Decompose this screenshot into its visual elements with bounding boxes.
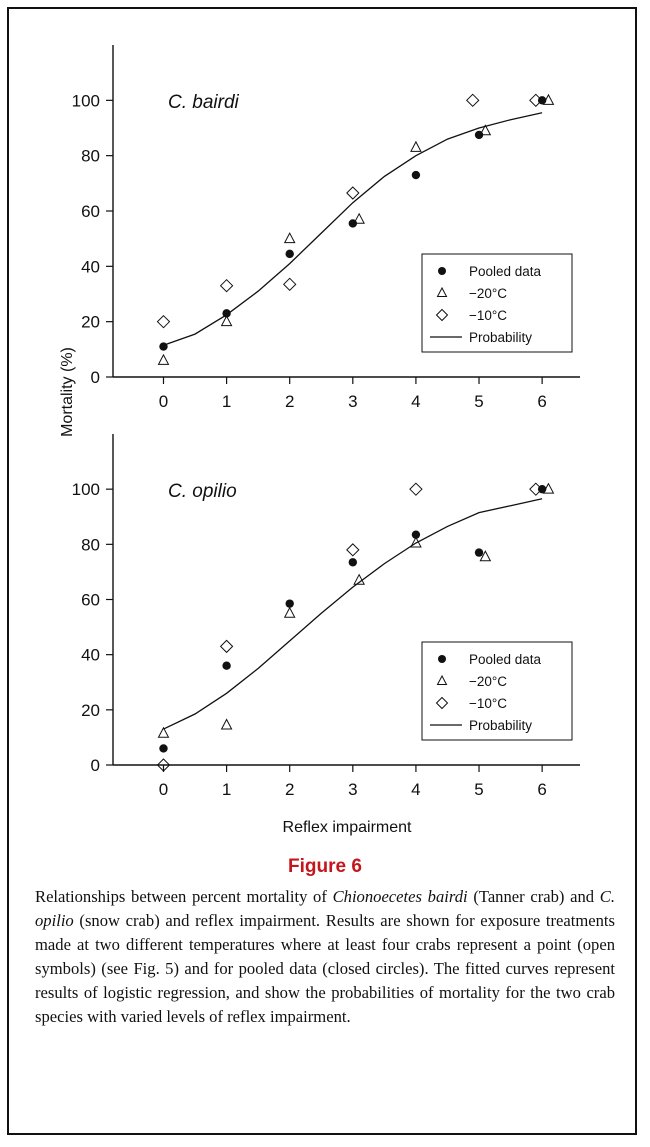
- x-tick-label: 6: [537, 780, 546, 799]
- pooled-data-point: [411, 170, 421, 180]
- x-tick-label: 0: [159, 780, 168, 799]
- x-tick-label: 2: [285, 392, 294, 411]
- x-tick-label: 1: [222, 392, 231, 411]
- legend-minus20c-marker: [436, 286, 448, 297]
- legend-entry-label: −20°C: [469, 674, 507, 689]
- y-tick-label: 60: [81, 591, 100, 610]
- legend-entry-label: Probability: [469, 330, 532, 345]
- legend-entry-label: Pooled data: [469, 652, 542, 667]
- caption-species-name: C. opilio: [35, 887, 616, 930]
- figure-title: Figure 6: [288, 856, 362, 877]
- chart-panel-1: 0 20 40 60 80 100 0 1 2 3 4 5 6 C. bairdi Pooled data −…: [72, 45, 580, 411]
- panel-label: C. opilio: [168, 481, 237, 502]
- legend-pooled-marker: [438, 267, 446, 275]
- y-tick-label: 80: [81, 535, 100, 554]
- caption-species-name: Chionoecetes bairdi: [332, 887, 468, 906]
- minus10c-point: [219, 639, 234, 654]
- y-axis-label: Mortality (%): [59, 347, 76, 437]
- minus10c-point: [529, 93, 543, 108]
- pooled-data-point: [159, 744, 168, 753]
- minus20c-point: [157, 353, 170, 365]
- minus10c-point: [409, 482, 423, 496]
- pooled-data-point: [285, 249, 294, 259]
- legend-entry-label: Pooled data: [469, 264, 542, 279]
- minus10c-point: [346, 543, 360, 557]
- x-tick-label: 4: [411, 392, 420, 411]
- y-tick-label: 100: [72, 480, 100, 499]
- y-tick-label: 40: [81, 646, 100, 665]
- minus20c-point: [283, 232, 296, 244]
- y-tick-label: 0: [91, 368, 100, 387]
- x-tick-label: 0: [159, 392, 168, 411]
- x-tick-label: 5: [474, 392, 483, 411]
- pooled-data-point: [411, 530, 421, 539]
- probability-curve: [163, 112, 543, 346]
- legend-entry-label: −10°C: [469, 696, 507, 711]
- minus20c-point: [353, 212, 365, 224]
- caption-text-run: (snow crab) and reflex impairment. Resul…: [35, 911, 615, 1026]
- legend-minus10c-marker: [435, 308, 449, 322]
- minus10c-point: [219, 278, 234, 293]
- x-tick-label: 3: [348, 780, 357, 799]
- legend-entry-label: −10°C: [469, 308, 507, 323]
- figure-frame: [7, 7, 637, 1135]
- y-tick-label: 40: [81, 257, 100, 276]
- minus10c-point: [156, 758, 171, 772]
- figure-chart: Mortality (%) Reflex impairment 02040608…: [59, 45, 580, 836]
- minus20c-point: [157, 726, 170, 738]
- x-tick-label: 2: [285, 780, 294, 799]
- x-axis-label: Reflex impairment: [283, 819, 412, 836]
- minus10c-point: [529, 482, 543, 496]
- minus20c-point: [220, 315, 233, 327]
- minus10c-point: [466, 93, 480, 108]
- minus20c-point: [542, 482, 555, 494]
- x-tick-label: 1: [222, 780, 231, 799]
- pooled-data-point: [348, 558, 358, 567]
- minus10c-point: [282, 277, 297, 292]
- legend-minus10c-marker: [435, 696, 449, 710]
- x-tick-label: 6: [537, 392, 546, 411]
- legend: Pooled data −20°C −10°C Probability: [421, 641, 573, 741]
- figure-caption: Relationships between percent mortality …: [35, 885, 615, 1029]
- pooled-data-point: [285, 599, 294, 608]
- minus10c-point: [346, 186, 360, 200]
- minus20c-point: [479, 124, 492, 136]
- minus20c-point: [479, 550, 492, 562]
- y-tick-label: 80: [81, 147, 100, 166]
- legend-box: [421, 641, 573, 741]
- pooled-data-point: [474, 548, 484, 557]
- y-tick-label: 60: [81, 202, 100, 221]
- legend-entry-label: Probability: [469, 718, 532, 733]
- legend-entry-label: −20°C: [469, 286, 507, 301]
- chart-panel-2: 0 20 40 60 80 100 0 1 2 3 4 5 6 C. opilio Pooled data −…: [72, 434, 580, 799]
- x-tick-label: 4: [411, 780, 420, 799]
- caption-text-run: Relationships between percent mortality …: [35, 887, 333, 906]
- probability-curve: [163, 498, 543, 730]
- x-tick-label: 3: [348, 392, 357, 411]
- minus20c-point: [542, 93, 555, 105]
- caption-text-run: (Tanner crab) and: [467, 887, 600, 906]
- minus20c-point: [283, 606, 296, 618]
- y-tick-label: 20: [81, 701, 100, 720]
- legend-pooled-marker: [438, 655, 446, 663]
- minus20c-point: [220, 718, 233, 730]
- y-tick-label: 20: [81, 313, 100, 332]
- legend-minus20c-marker: [436, 674, 448, 685]
- x-tick-label: 5: [474, 780, 483, 799]
- legend: Pooled data −20°C −10°C Probability: [421, 253, 573, 353]
- panel-label: C. bairdi: [168, 92, 240, 113]
- y-tick-label: 100: [72, 91, 100, 110]
- minus10c-point: [156, 314, 171, 329]
- y-tick-label: 0: [91, 756, 100, 775]
- pooled-data-point: [222, 661, 231, 670]
- minus20c-point: [353, 573, 365, 585]
- minus20c-point: [410, 140, 422, 152]
- legend-box: [421, 253, 573, 353]
